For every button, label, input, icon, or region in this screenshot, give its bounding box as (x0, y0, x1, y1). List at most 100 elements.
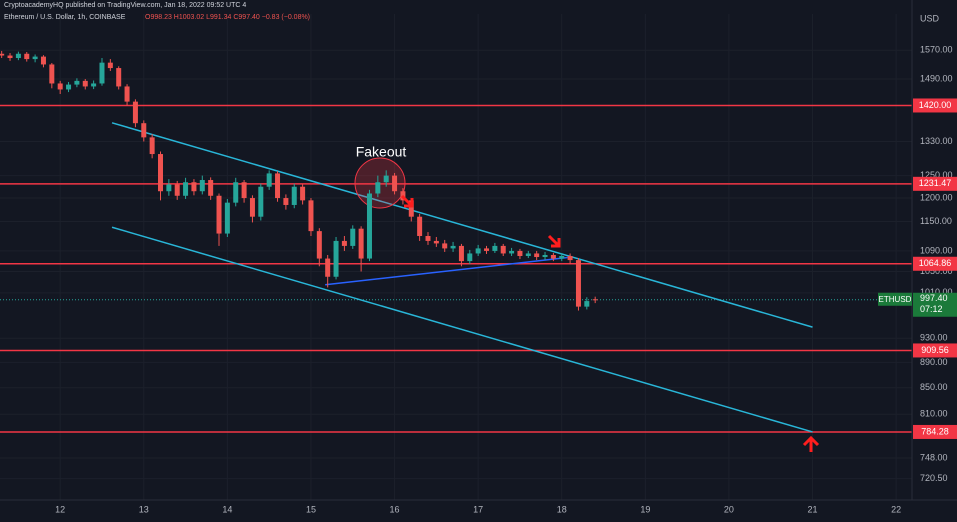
candle-body (40, 56, 46, 65)
trendline (325, 256, 568, 286)
trendlines (111, 122, 813, 433)
candle-body (208, 180, 214, 196)
y-tick-label: 1200.00 (920, 192, 953, 202)
y-tick-label: 1570.00 (920, 45, 953, 55)
level-label-box (913, 98, 957, 113)
candles (0, 50, 598, 311)
candle-body (467, 253, 473, 262)
candle-body (534, 253, 540, 258)
candle-body (559, 255, 565, 259)
annotation: Fakeout (356, 144, 407, 160)
candle-body (74, 80, 80, 85)
x-tick-label: 14 (222, 504, 232, 514)
x-tick-label: 21 (808, 504, 818, 514)
levels (0, 104, 912, 433)
candle-body (241, 182, 247, 199)
candle-body (425, 235, 431, 241)
candle-body (450, 245, 456, 249)
candle-body (283, 198, 289, 205)
symbol: Ethereum / U.S. Dollar, 1h, COINBASE (4, 14, 126, 21)
y-tick-label: 930.00 (920, 333, 948, 343)
candle-body (7, 55, 13, 59)
axes: 1570.00 1490.00 1330.00 1250.00 1200.00 1150.… (55, 45, 957, 514)
candle-body (149, 137, 155, 155)
candle-body (24, 53, 30, 60)
candle-body (66, 84, 72, 90)
candle-body (492, 245, 498, 251)
level-label-box (913, 176, 957, 191)
level-label-box (913, 256, 957, 271)
candle-body (157, 154, 163, 192)
last-price-name-box (878, 292, 912, 306)
y-tick-label: 850.00 (920, 382, 948, 392)
x-tick-label: 22 (891, 504, 901, 514)
level-label: 1231.47 (919, 178, 952, 188)
candle-body (517, 250, 523, 256)
candle-body (183, 182, 189, 196)
candle-body (258, 186, 264, 217)
publisher: CryptoacademyHQ published on TradingView… (4, 2, 246, 9)
candle-body (141, 123, 147, 138)
x-tick-label: 19 (640, 504, 650, 514)
candle-body (350, 228, 356, 246)
candle-body (542, 254, 548, 258)
y-tick-label: 720.50 (920, 473, 948, 483)
candle-body (417, 216, 423, 236)
x-tick-label: 20 (724, 504, 734, 514)
candle-body (116, 68, 122, 87)
candle-body (375, 182, 381, 194)
candle-body (475, 248, 481, 254)
candle-body (191, 182, 197, 192)
candle-body (442, 243, 448, 249)
candle-body (199, 180, 205, 192)
ohlc: O998.23 H1003.02 L991.34 C997.40 −0.83 (… (145, 14, 310, 21)
candle-body (291, 186, 297, 205)
x-tick-label: 18 (557, 504, 567, 514)
y-tick-label: 1050.00 (920, 266, 953, 276)
last-price-box (913, 292, 957, 317)
candle-body (166, 184, 172, 192)
candle-body (32, 56, 38, 60)
countdown: 07:12 (920, 304, 943, 314)
candle-body (383, 175, 389, 183)
candle-body (366, 193, 372, 259)
level-label: 784.28 (921, 426, 949, 436)
x-tick-label: 12 (55, 504, 65, 514)
candle-body (249, 198, 255, 217)
level-label-box (913, 424, 957, 439)
candle-body (300, 186, 306, 201)
candle-body (216, 195, 222, 234)
candle-body (392, 175, 398, 192)
candle-body (107, 62, 113, 69)
candle-body (124, 86, 130, 102)
candle-body (408, 200, 414, 217)
x-tick-label: 17 (473, 504, 483, 514)
trendline (111, 226, 813, 433)
x-tick-label: 15 (306, 504, 316, 514)
candle-body (174, 184, 180, 196)
level-label: 1420.00 (919, 100, 952, 110)
level-label: 909.56 (921, 345, 949, 355)
candle-body (500, 245, 506, 254)
candle-body (592, 299, 598, 301)
candle-body (308, 200, 314, 232)
candle-body (82, 80, 88, 87)
y-unit: USD (920, 13, 940, 23)
candle-body (91, 83, 97, 87)
candle-body (99, 62, 105, 84)
y-tick-label: 890.00 (920, 357, 948, 367)
arrow (802, 435, 820, 452)
candle-body (266, 173, 272, 187)
candle-body (0, 53, 5, 56)
y-tick-label: 748.00 (920, 452, 948, 462)
candle-body (525, 253, 531, 256)
candle-body (509, 250, 515, 254)
candle-body (341, 240, 347, 246)
candle-body (57, 83, 63, 90)
candle-body (233, 182, 239, 203)
candle-body (333, 240, 339, 277)
y-tick-label: 1250.00 (920, 170, 953, 180)
candle-body (575, 260, 581, 307)
candle-body (484, 248, 490, 251)
